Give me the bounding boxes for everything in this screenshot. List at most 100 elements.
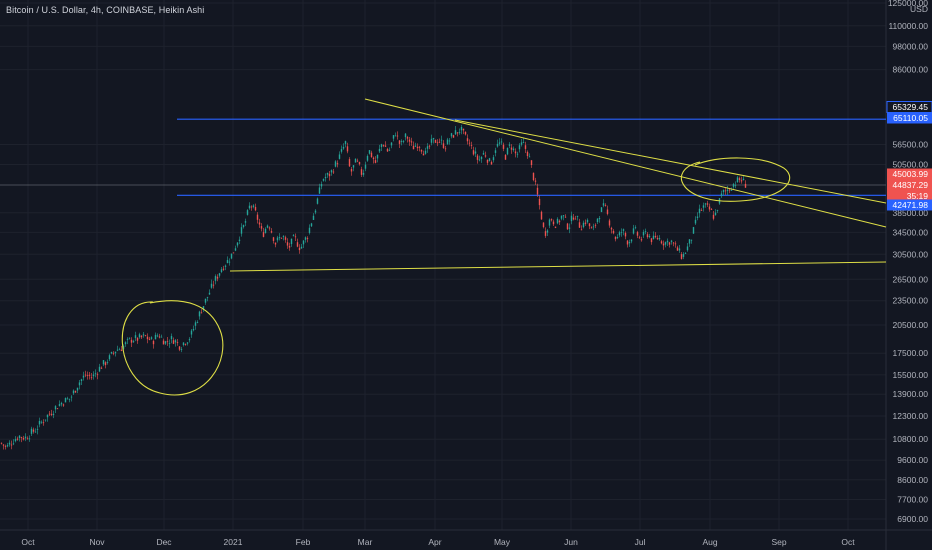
candle-body xyxy=(638,237,641,239)
candle-body xyxy=(34,431,37,433)
symbol-title[interactable]: Bitcoin / U.S. Dollar, 4h, COINBASE, Hei… xyxy=(6,5,205,15)
candle-body xyxy=(456,132,459,134)
price-tick-label: 12300.00 xyxy=(893,411,929,421)
candle-body xyxy=(294,236,297,238)
candle-body xyxy=(712,214,715,219)
candle-body xyxy=(194,322,197,326)
candle-body xyxy=(286,242,289,246)
candle-body xyxy=(148,338,151,340)
candle-body xyxy=(4,445,7,447)
candle-body xyxy=(70,396,73,398)
candle-body xyxy=(720,193,723,197)
candle-body xyxy=(362,172,365,175)
candle-body xyxy=(262,232,265,237)
candle-body xyxy=(434,139,437,143)
candle-body xyxy=(412,145,415,150)
time-axis[interactable]: Oct Nov Dec 2021 Feb Mar Apr May Jun Jul Aug Sep Oct xyxy=(21,537,855,547)
candle-body xyxy=(668,242,671,245)
candle-body xyxy=(614,236,617,240)
candle-body xyxy=(44,419,47,421)
candle-body xyxy=(376,154,379,159)
drawings[interactable] xyxy=(121,98,887,396)
candle-body xyxy=(598,217,601,220)
candle-body xyxy=(226,260,229,263)
candle-body xyxy=(570,215,573,222)
candle-body xyxy=(406,137,409,139)
candle-body xyxy=(596,218,599,223)
price-tick-label: 10800.00 xyxy=(893,434,929,444)
candle-body xyxy=(216,276,219,279)
candle-body xyxy=(498,142,501,144)
candle-body xyxy=(64,398,67,403)
candle-body xyxy=(732,184,735,187)
candle-body xyxy=(278,237,281,239)
candle-body xyxy=(136,337,139,341)
candle-body xyxy=(100,367,103,369)
candle-body xyxy=(480,156,483,160)
candle-body xyxy=(444,148,447,150)
candle-body xyxy=(608,220,611,226)
candle-body xyxy=(210,283,213,288)
candle-body xyxy=(710,209,713,211)
trendline xyxy=(454,119,887,204)
candle-body xyxy=(142,334,145,336)
candle-body xyxy=(708,206,711,210)
candle-body xyxy=(152,340,155,345)
candle-body xyxy=(356,160,359,162)
candle-body xyxy=(486,159,489,163)
candle-body xyxy=(490,161,493,165)
candle-body xyxy=(354,158,357,163)
candle-body xyxy=(428,145,431,147)
time-tick-label: Dec xyxy=(156,537,172,547)
candle-body xyxy=(264,228,267,233)
candle-body xyxy=(540,211,543,220)
candle-body xyxy=(166,341,169,343)
candle-body xyxy=(658,238,661,240)
candle-body xyxy=(458,132,461,133)
candle-body xyxy=(58,404,61,406)
candle-body xyxy=(698,208,701,214)
candle-body xyxy=(234,248,237,251)
candle-body xyxy=(630,239,633,242)
candle-body xyxy=(72,390,75,394)
price-badge-label: 42471.98 xyxy=(893,200,929,210)
candle-body xyxy=(494,150,497,153)
candle-body xyxy=(496,143,499,147)
time-tick-label: Apr xyxy=(428,537,441,547)
candle-body xyxy=(516,153,519,155)
time-tick-label: Sep xyxy=(771,537,786,547)
price-tick-label: 38500.00 xyxy=(893,208,929,218)
candle-body xyxy=(430,138,433,143)
candle-body xyxy=(438,141,441,143)
candle-body xyxy=(402,140,405,142)
candle-body xyxy=(242,225,245,227)
candle-body xyxy=(196,322,199,323)
candle-body xyxy=(132,341,135,343)
candle-body xyxy=(84,374,87,376)
candle-body xyxy=(384,145,387,147)
candle-body xyxy=(46,414,49,418)
candle-body xyxy=(228,261,231,263)
candle-body xyxy=(232,252,235,254)
candle-body xyxy=(106,362,109,363)
candle-body xyxy=(392,135,395,139)
candle-body xyxy=(694,219,697,224)
candle-body xyxy=(684,253,687,254)
price-tick-label: 17500.00 xyxy=(893,348,929,358)
candle-body xyxy=(690,239,693,241)
candle-body xyxy=(522,142,525,143)
candle-body xyxy=(168,343,171,344)
candle-body xyxy=(660,241,663,244)
candle-body xyxy=(538,198,541,206)
candle-body xyxy=(548,219,551,226)
price-axis[interactable]: 125000.00 110000.00 98000.00 86000.00 56500.… xyxy=(886,0,932,524)
candle-body xyxy=(432,137,435,140)
candle-body xyxy=(420,149,423,152)
candle-body xyxy=(602,203,605,206)
candle-body xyxy=(350,169,353,172)
ellipse-annotation xyxy=(121,300,224,396)
time-tick-label: 2021 xyxy=(224,537,243,547)
candle-body xyxy=(314,210,317,213)
